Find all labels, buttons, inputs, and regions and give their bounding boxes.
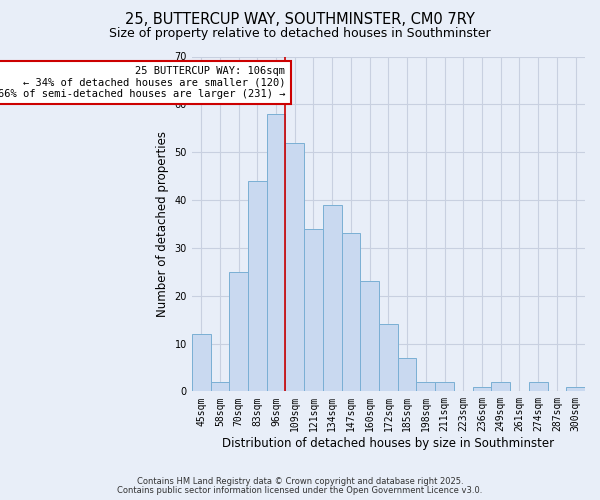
Bar	[416, 382, 435, 392]
Bar	[192, 334, 211, 392]
Text: 25 BUTTERCUP WAY: 106sqm
← 34% of detached houses are smaller (120)
66% of semi-: 25 BUTTERCUP WAY: 106sqm ← 34% of detach…	[0, 66, 286, 100]
Y-axis label: Number of detached properties: Number of detached properties	[156, 131, 169, 317]
Bar	[473, 386, 491, 392]
Bar	[266, 114, 286, 392]
Bar	[361, 282, 379, 392]
Text: Size of property relative to detached houses in Southminster: Size of property relative to detached ho…	[109, 28, 491, 40]
Bar	[286, 142, 304, 392]
Text: Contains public sector information licensed under the Open Government Licence v3: Contains public sector information licen…	[118, 486, 482, 495]
Text: 25, BUTTERCUP WAY, SOUTHMINSTER, CM0 7RY: 25, BUTTERCUP WAY, SOUTHMINSTER, CM0 7RY	[125, 12, 475, 28]
Bar	[323, 205, 341, 392]
Bar	[248, 181, 266, 392]
Bar	[304, 228, 323, 392]
Text: Contains HM Land Registry data © Crown copyright and database right 2025.: Contains HM Land Registry data © Crown c…	[137, 477, 463, 486]
Bar	[211, 382, 229, 392]
Bar	[398, 358, 416, 392]
Bar	[435, 382, 454, 392]
Bar	[491, 382, 510, 392]
Bar	[566, 386, 585, 392]
Bar	[229, 272, 248, 392]
Bar	[529, 382, 548, 392]
Bar	[341, 234, 361, 392]
Bar	[379, 324, 398, 392]
X-axis label: Distribution of detached houses by size in Southminster: Distribution of detached houses by size …	[223, 437, 554, 450]
